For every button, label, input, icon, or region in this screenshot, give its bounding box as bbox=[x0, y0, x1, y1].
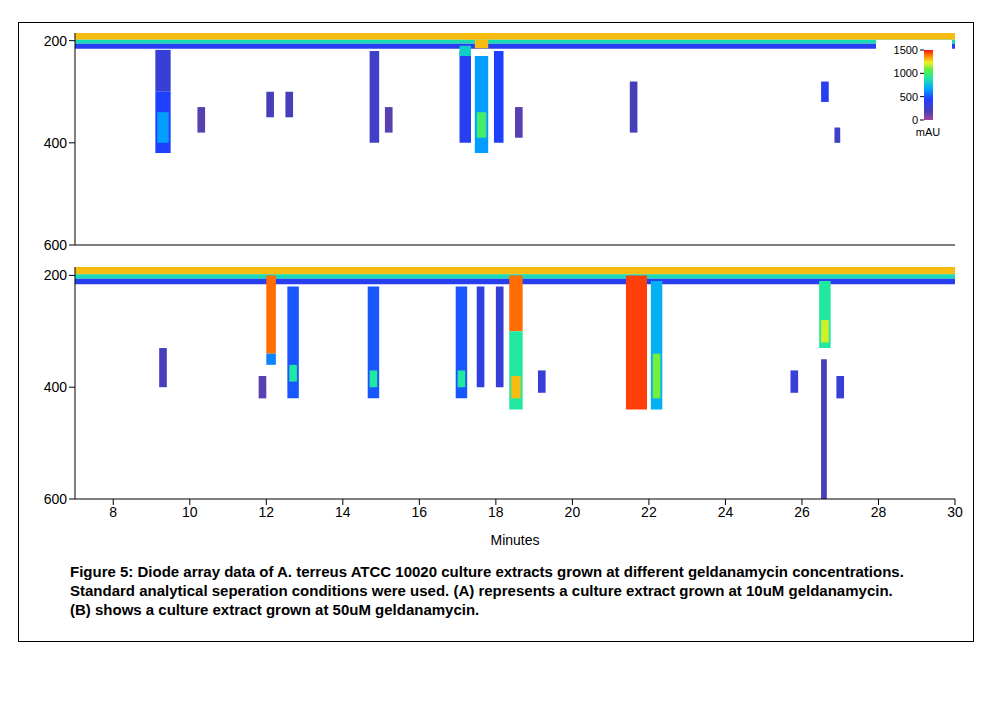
svg-text:200: 200 bbox=[44, 33, 68, 49]
svg-text:400: 400 bbox=[44, 135, 68, 151]
svg-text:12: 12 bbox=[259, 504, 275, 520]
svg-text:1500: 1500 bbox=[894, 44, 918, 56]
svg-text:30: 30 bbox=[947, 504, 963, 520]
svg-text:14: 14 bbox=[335, 504, 351, 520]
svg-text:20: 20 bbox=[565, 504, 581, 520]
svg-text:26: 26 bbox=[794, 504, 810, 520]
svg-text:24: 24 bbox=[718, 504, 734, 520]
svg-text:400: 400 bbox=[44, 379, 68, 395]
svg-text:18: 18 bbox=[488, 504, 504, 520]
svg-text:22: 22 bbox=[641, 504, 657, 520]
svg-text:Minutes: Minutes bbox=[490, 532, 539, 548]
svg-text:600: 600 bbox=[44, 491, 68, 507]
svg-text:1000: 1000 bbox=[894, 67, 918, 79]
svg-text:500: 500 bbox=[900, 91, 918, 103]
svg-text:200: 200 bbox=[44, 267, 68, 283]
svg-text:16: 16 bbox=[412, 504, 428, 520]
html-text:B: B bbox=[87, 288, 99, 305]
html-text:A: A bbox=[87, 54, 99, 71]
svg-text:8: 8 bbox=[109, 504, 117, 520]
svg-text:0: 0 bbox=[912, 114, 918, 126]
svg-text:10: 10 bbox=[182, 504, 198, 520]
svg-text:28: 28 bbox=[871, 504, 887, 520]
html-text:Figure 5: Diode array data of: Figure 5: Diode array data of A. terreus… bbox=[70, 563, 904, 618]
svg-text:mAU: mAU bbox=[916, 126, 941, 138]
svg-text:600: 600 bbox=[44, 237, 68, 253]
